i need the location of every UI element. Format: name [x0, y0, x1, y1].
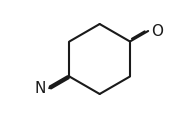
Text: O: O	[151, 23, 163, 38]
Text: N: N	[35, 81, 46, 96]
